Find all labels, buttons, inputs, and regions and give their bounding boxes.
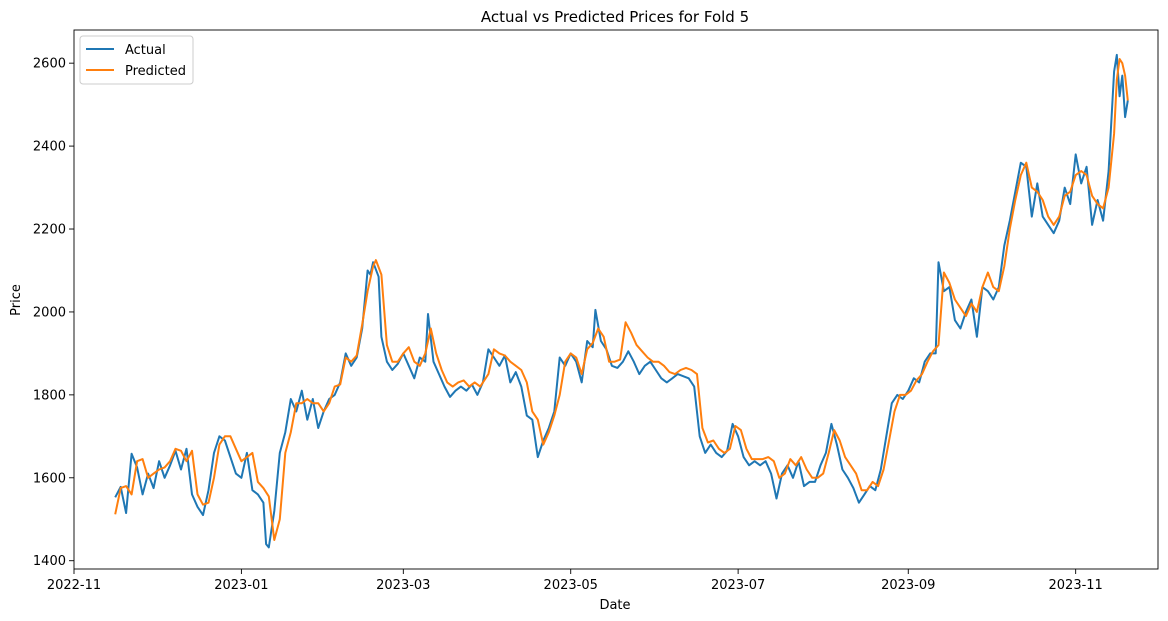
x-axis-title: Date (599, 598, 630, 613)
y-tick-label: 2600 (33, 57, 66, 72)
y-axis-title: Price (9, 284, 24, 316)
x-tick-label: 2023-03 (376, 578, 430, 593)
y-tick-label: 2400 (33, 140, 66, 155)
chart-title: Actual vs Predicted Prices for Fold 5 (481, 8, 749, 26)
legend-label-actual: Actual (125, 43, 166, 58)
x-tick-label: 2023-01 (214, 578, 268, 593)
legend-label-predicted: Predicted (125, 64, 186, 79)
y-tick-label: 2000 (33, 305, 66, 320)
x-tick-label: 2023-11 (1049, 578, 1103, 593)
x-tick-label: 2023-07 (711, 578, 765, 593)
series-line-predicted (114, 58, 1129, 541)
y-tick-label: 2200 (33, 223, 66, 238)
y-tick-label: 1400 (33, 554, 66, 569)
legend: Actual Predicted (79, 35, 194, 85)
series-layer (114, 53, 1129, 549)
plot-area (73, 29, 1159, 570)
x-tick-label: 2023-05 (544, 578, 598, 593)
y-tick-label: 1600 (33, 471, 66, 486)
x-tick-label: 2023-09 (881, 578, 935, 593)
x-tick-label: 2022-11 (47, 578, 101, 593)
y-tick-label: 1800 (33, 388, 66, 403)
y-axis: 1400 1600 1800 2000 2200 2400 2600 (33, 57, 74, 569)
series-line-actual (114, 53, 1129, 549)
x-axis: 2022-11 2023-01 2023-03 2023-05 2023-07 2023-… (47, 569, 1103, 593)
